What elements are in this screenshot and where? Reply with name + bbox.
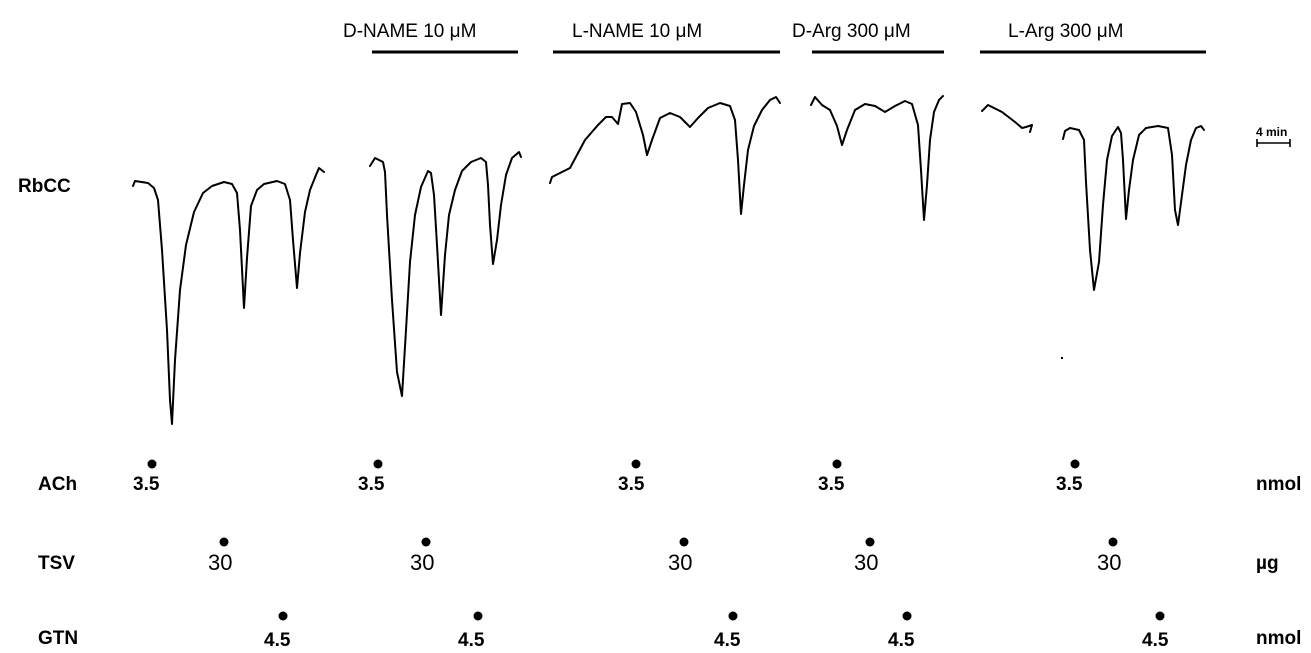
tracing-l-name — [549, 96, 781, 215]
gtn-dot-l-arg — [1155, 611, 1165, 621]
row-label-tsv: TSV — [38, 553, 75, 574]
ach-markers: 3.5 3.5 3.5 3.5 3.5 — [133, 459, 1083, 495]
tsv-dose-control: 30 — [208, 550, 232, 575]
tsv-dot-l-arg — [1108, 537, 1118, 547]
ach-dot-l-name — [631, 459, 641, 469]
tracing-d-name — [369, 151, 522, 397]
gtn-markers: 4.5 4.5 4.5 4.5 4.5 — [264, 611, 1169, 651]
tracing-d-arg — [810, 95, 944, 221]
tsv-dose-l-arg: 30 — [1097, 550, 1121, 575]
unit-label-gtn: nmol — [1256, 628, 1301, 649]
gtn-dose-l-name: 4.5 — [714, 630, 741, 651]
tsv-dose-d-name: 30 — [410, 550, 434, 575]
ach-dose-l-name: 3.5 — [618, 474, 645, 495]
tracing-control — [132, 167, 325, 425]
tsv-dot-control — [219, 537, 229, 547]
ach-dose-control: 3.5 — [133, 474, 160, 495]
row-label-gtn: GTN — [38, 628, 78, 649]
tsv-markers: 30 30 30 30 30 — [208, 537, 1121, 575]
gtn-dose-d-arg: 4.5 — [888, 630, 915, 651]
ach-dose-d-arg: 3.5 — [818, 474, 845, 495]
tsv-dose-d-arg: 30 — [854, 550, 878, 575]
tracing-l-arg — [981, 104, 1033, 133]
ach-dot-l-arg — [1070, 459, 1080, 469]
tsv-dose-l-name: 30 — [668, 550, 692, 575]
ach-dot-d-arg — [832, 459, 842, 469]
time-scale-label: 4 min — [1256, 125, 1287, 139]
unit-label-tsv: µg — [1256, 553, 1279, 574]
ach-dot-control — [147, 459, 157, 469]
ach-dot-d-name — [373, 459, 383, 469]
condition-label-l-arg: L-Arg 300 μM — [1008, 21, 1124, 42]
gtn-dose-d-name: 4.5 — [458, 630, 485, 651]
condition-label-d-arg: D-Arg 300 μM — [792, 21, 911, 42]
ach-dose-l-arg: 3.5 — [1056, 474, 1083, 495]
gtn-dot-l-name — [728, 611, 738, 621]
gtn-dot-d-arg — [902, 611, 912, 621]
unit-label-ach: nmol — [1256, 474, 1301, 495]
condition-label-d-name: D-NAME 10 μM — [343, 21, 476, 42]
tsv-dot-l-name — [679, 537, 689, 547]
tsv-dot-d-arg — [865, 537, 875, 547]
ach-dose-d-name: 3.5 — [358, 474, 385, 495]
gtn-dose-l-arg: 4.5 — [1142, 630, 1169, 651]
gtn-dot-control — [278, 611, 288, 621]
row-label-ach: ACh — [38, 474, 77, 495]
tsv-dot-d-name — [421, 537, 431, 547]
condition-label-l-name: L-NAME 10 μM — [572, 21, 702, 42]
tissue-label: RbCC — [18, 176, 71, 197]
gtn-dot-d-name — [473, 611, 483, 621]
tracing-l-arg-2 — [1062, 125, 1205, 291]
gtn-dose-control: 4.5 — [264, 630, 291, 651]
